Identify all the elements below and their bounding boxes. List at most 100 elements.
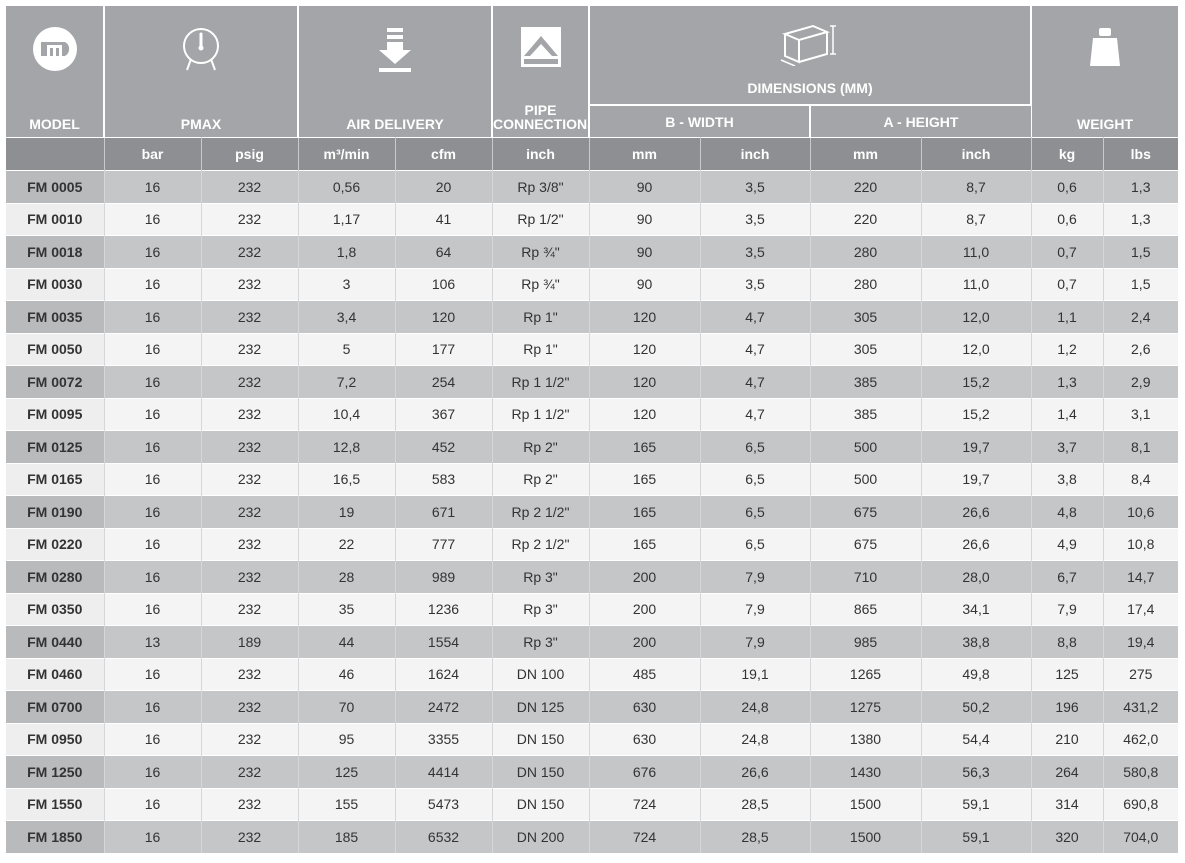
table-cell: 305: [810, 300, 922, 333]
table-cell: 16: [104, 787, 202, 821]
model-cell: FM 0095: [6, 397, 105, 431]
table-cell: 220: [810, 202, 922, 236]
table-row: FM 0095 16 232 10,4 367 Rp 1 1/2" 120 4,7 385 15,…: [6, 397, 1178, 431]
table-cell: 15,2: [921, 397, 1032, 431]
table-cell: 232: [201, 560, 299, 593]
table-cell: 4,7: [700, 300, 811, 333]
table-cell: 14,7: [1103, 560, 1178, 593]
table-cell: 16,5: [298, 462, 396, 496]
table-cell: 13: [104, 625, 202, 658]
table-cell: 15,2: [921, 365, 1032, 398]
unit-cell: m³/min: [298, 137, 396, 171]
table-row: FM 0280 16 232 28 989 Rp 3" 200 7,9 710 28,0 6,7 14…: [6, 560, 1178, 593]
table-cell: 59,1: [921, 820, 1032, 853]
table-cell: 4414: [395, 755, 493, 788]
table-cell: 7,9: [1031, 592, 1104, 626]
table-cell: 16: [104, 462, 202, 496]
header-dimensions: DIMENSIONS (MM): [589, 6, 1032, 106]
table-cell: Rp 1": [492, 332, 590, 366]
table-cell: 90: [589, 267, 701, 301]
table-cell: 0,6: [1031, 202, 1104, 236]
table-cell: 120: [395, 300, 493, 333]
table-cell: 90: [589, 235, 701, 268]
unit-model-blank: [6, 137, 105, 171]
table-cell: 12,0: [921, 300, 1032, 333]
table-cell: 704,0: [1103, 820, 1178, 853]
table-cell: 210: [1031, 722, 1104, 756]
table-cell: 232: [201, 300, 299, 333]
table-cell: 232: [201, 202, 299, 236]
table-cell: 3,5: [700, 235, 811, 268]
table-cell: 120: [589, 332, 701, 366]
table-cell: 385: [810, 397, 922, 431]
table-cell: 3,4: [298, 300, 396, 333]
table-cell: 16: [104, 657, 202, 691]
table-cell: 200: [589, 592, 701, 626]
table-cell: 16: [104, 560, 202, 593]
unit-cell: inch: [700, 137, 811, 171]
table-cell: 6,7: [1031, 560, 1104, 593]
table-cell: DN 150: [492, 722, 590, 756]
table-cell: 431,2: [1103, 690, 1178, 723]
table-cell: 17,4: [1103, 592, 1178, 626]
table-cell: 232: [201, 332, 299, 366]
table-cell: 22: [298, 527, 396, 561]
table-cell: 3,8: [1031, 462, 1104, 496]
table-cell: 690,8: [1103, 787, 1178, 821]
table-row: FM 0072 16 232 7,2 254 Rp 1 1/2" 120 4,7 385 15,2…: [6, 365, 1178, 398]
table-cell: 7,9: [700, 560, 811, 593]
table-cell: Rp 3/8": [492, 170, 590, 203]
table-cell: 232: [201, 430, 299, 463]
table-cell: 28: [298, 560, 396, 593]
table-cell: 19,1: [700, 657, 811, 691]
table-cell: 120: [589, 397, 701, 431]
model-cell: FM 0700: [6, 690, 105, 723]
table-cell: 3: [298, 267, 396, 301]
unit-cell: cfm: [395, 137, 493, 171]
table-cell: 16: [104, 690, 202, 723]
table-row: FM 1250 16 232 125 4414 DN 150 676 26,6 1430 56,3…: [6, 755, 1178, 788]
table-cell: 500: [810, 462, 922, 496]
table-cell: 24,8: [700, 722, 811, 756]
table-cell: 671: [395, 495, 493, 528]
table-row: FM 0220 16 232 22 777 Rp 2 1/2" 165 6,5 675 26,6 4…: [6, 527, 1178, 561]
table-cell: 865: [810, 592, 922, 626]
table-cell: 54,4: [921, 722, 1032, 756]
table-cell: 367: [395, 397, 493, 431]
table-cell: DN 150: [492, 755, 590, 788]
table-row: FM 0350 16 232 35 1236 Rp 3" 200 7,9 865 34,1 7,9 1…: [6, 592, 1178, 626]
table-cell: 56,3: [921, 755, 1032, 788]
spec-table-container: MODEL PMAX: [6, 6, 1178, 857]
table-cell: 724: [589, 820, 701, 853]
model-cell: FM 0280: [6, 560, 105, 593]
table-cell: 16: [104, 527, 202, 561]
table-row: FM 0010 16 232 1,17 41 Rp 1/2" 90 3,5 220 8,7 0,6 1…: [6, 202, 1178, 236]
table-cell: 2,6: [1103, 332, 1178, 366]
table-cell: 232: [201, 657, 299, 691]
table-cell: 724: [589, 787, 701, 821]
table-cell: 8,7: [921, 202, 1032, 236]
header-pipe-connections: PIPE CONNECTIONS: [492, 6, 590, 138]
table-row: FM 0165 16 232 16,5 583 Rp 2" 165 6,5 500 19,7 3,8…: [6, 462, 1178, 496]
table-cell: 165: [589, 430, 701, 463]
table-cell: 90: [589, 202, 701, 236]
table-cell: 462,0: [1103, 722, 1178, 756]
table-cell: 4,7: [700, 365, 811, 398]
table-cell: 3355: [395, 722, 493, 756]
table-cell: 1265: [810, 657, 922, 691]
table-cell: 19: [298, 495, 396, 528]
table-cell: 38,8: [921, 625, 1032, 658]
model-cell: FM 1250: [6, 755, 105, 788]
table-row: FM 0050 16 232 5 177 Rp 1" 120 4,7 305 12,0 1,2 2,6: [6, 332, 1178, 366]
table-cell: 2472: [395, 690, 493, 723]
table-cell: 16: [104, 170, 202, 203]
table-cell: 16: [104, 820, 202, 853]
header-pipe-label-line2: CONNECTIONS: [493, 116, 589, 132]
table-cell: 0,7: [1031, 267, 1104, 301]
table-cell: 10,4: [298, 397, 396, 431]
header-pmax: PMAX: [104, 6, 299, 138]
model-cell: FM 0220: [6, 527, 105, 561]
model-cell: FM 0010: [6, 202, 105, 236]
model-cell: FM 0165: [6, 462, 105, 496]
header-model: MODEL: [6, 6, 105, 138]
